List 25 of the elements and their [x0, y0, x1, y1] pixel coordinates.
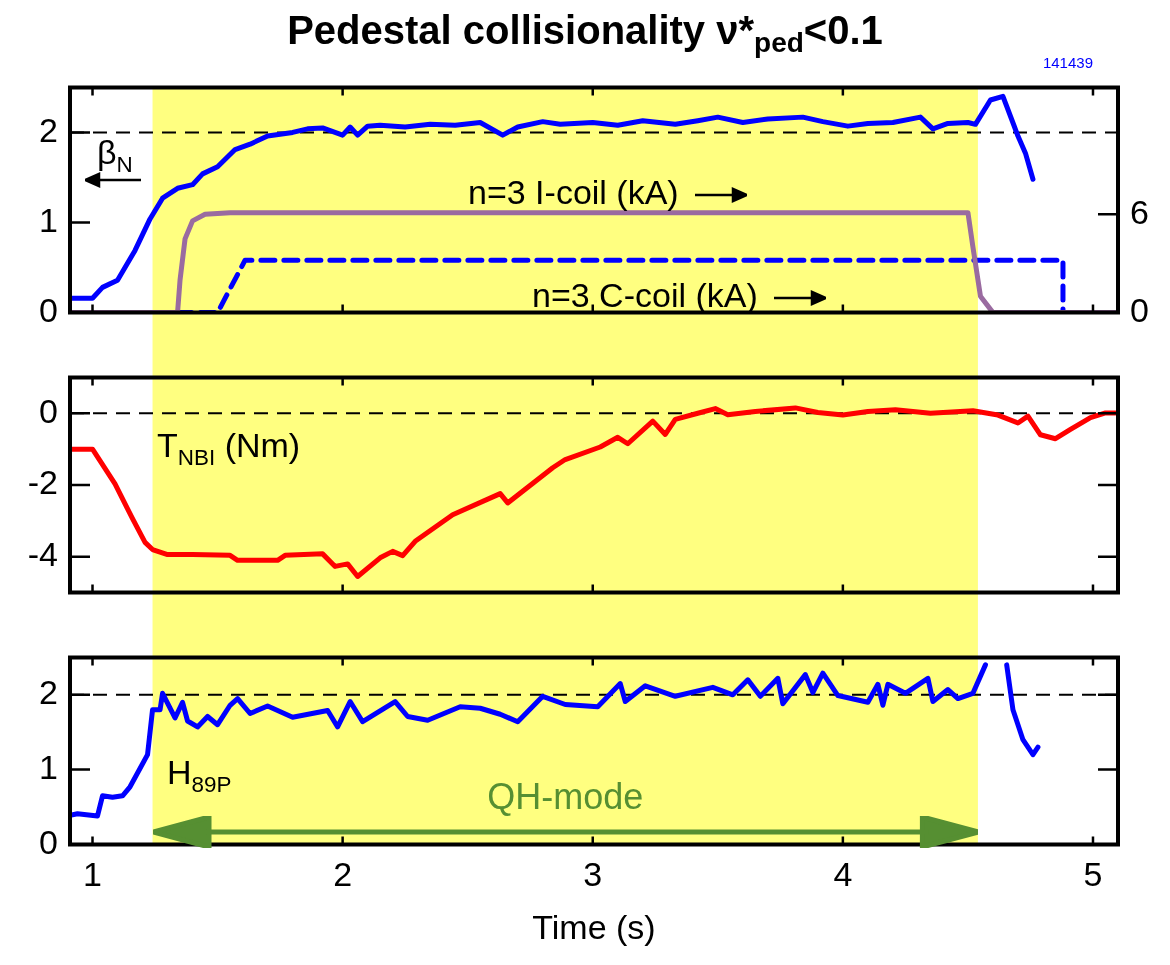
- annotation: QH-mode: [487, 776, 644, 817]
- x-axis-title: Time (s): [532, 907, 656, 946]
- y-tick-label: 0: [39, 391, 58, 430]
- x-tick-label: 5: [1083, 855, 1103, 894]
- chart-title: Pedestal collisionality ν*$_{ped}$<0.1: [286, 8, 884, 59]
- text: 141439: [1042, 53, 1093, 71]
- y-tick-label: -2: [27, 463, 58, 502]
- x-tick-label: 1: [83, 855, 102, 894]
- series-label: β$_{N}$: [97, 133, 133, 177]
- x-tick-label: 2: [333, 855, 353, 894]
- y2-tick-label: 6: [1130, 192, 1149, 231]
- x-tick-label: 3: [583, 855, 603, 894]
- series-label: n=3 I-coil (kA): [468, 173, 680, 211]
- y-tick-label: 1: [39, 200, 58, 239]
- y-tick-label: 2: [39, 673, 58, 712]
- series-label: n=3 C-coil (kA): [532, 276, 759, 314]
- y-tick-label: -4: [27, 535, 58, 574]
- series-label: T$_{NBI}$ (Nm): [157, 426, 301, 470]
- y-tick-label: 2: [39, 110, 58, 149]
- y2-tick-label: 0: [1130, 290, 1149, 329]
- y-tick-label: 0: [39, 290, 58, 329]
- series-label: H$_{89P}$: [167, 753, 232, 797]
- y-tick-label: 1: [39, 747, 58, 786]
- x-tick-label: 4: [833, 855, 853, 894]
- y-tick-label: 0: [39, 822, 58, 861]
